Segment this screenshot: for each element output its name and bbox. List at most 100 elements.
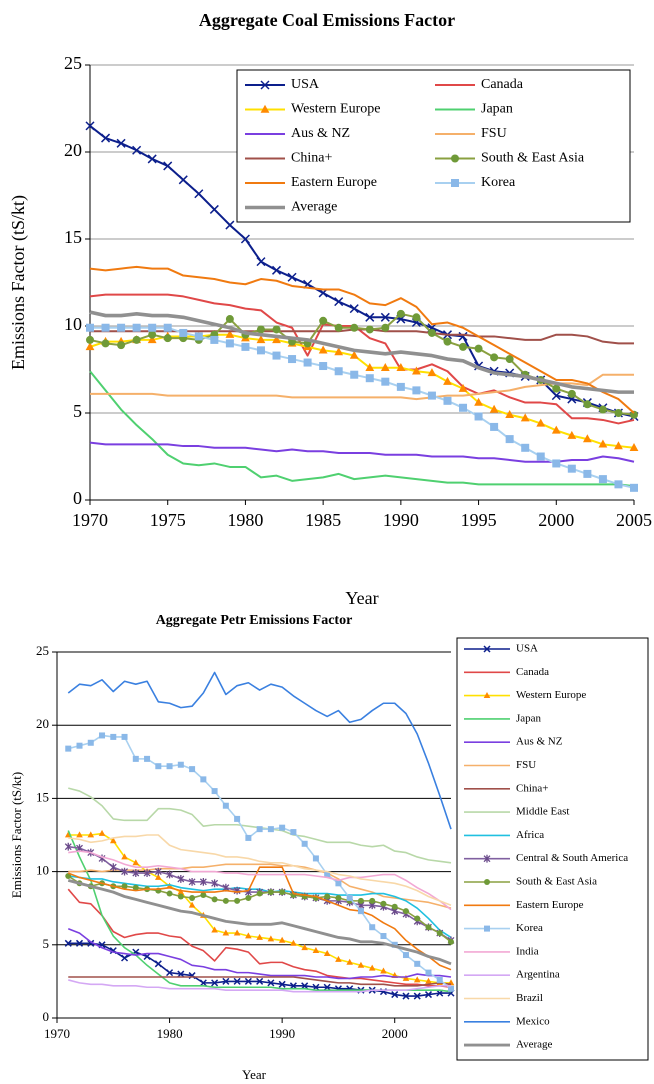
marker xyxy=(155,873,162,880)
marker xyxy=(582,434,592,443)
marker xyxy=(194,189,204,199)
marker xyxy=(132,335,141,344)
marker xyxy=(521,443,530,452)
marker xyxy=(132,884,139,891)
marker xyxy=(121,883,128,890)
marker xyxy=(272,351,281,360)
x-tick-label: 1995 xyxy=(461,510,497,530)
legend-label: Japan xyxy=(516,712,542,724)
y-axis-label: Emissions Factor (tS/kt) xyxy=(9,772,24,898)
marker xyxy=(117,341,126,350)
marker xyxy=(402,974,410,981)
marker xyxy=(163,161,173,171)
legend-marker xyxy=(483,645,491,653)
marker xyxy=(177,893,184,900)
marker xyxy=(334,367,343,376)
legend-marker xyxy=(483,854,491,863)
marker xyxy=(222,929,230,936)
marker xyxy=(121,867,129,876)
marker xyxy=(147,335,157,344)
marker xyxy=(490,422,499,431)
marker xyxy=(234,897,241,904)
marker xyxy=(256,933,263,940)
marker xyxy=(87,739,94,746)
marker xyxy=(194,332,203,341)
marker xyxy=(318,345,328,354)
marker xyxy=(335,880,342,887)
marker xyxy=(505,355,514,364)
x-tick-label: 1990 xyxy=(269,1026,295,1041)
marker xyxy=(380,967,387,974)
marker xyxy=(245,834,252,841)
marker xyxy=(346,958,353,965)
marker xyxy=(189,894,196,901)
marker xyxy=(121,954,129,962)
marker xyxy=(166,969,174,977)
marker xyxy=(178,175,188,185)
marker xyxy=(64,842,72,851)
marker xyxy=(474,412,483,421)
marker xyxy=(583,400,592,409)
x-tick-label: 1980 xyxy=(227,510,263,530)
marker xyxy=(448,938,454,945)
marker xyxy=(303,358,312,367)
marker xyxy=(85,342,95,351)
legend-label: FSU xyxy=(481,126,507,141)
marker xyxy=(200,892,207,899)
marker xyxy=(357,897,364,904)
marker xyxy=(287,272,297,282)
marker xyxy=(132,323,141,332)
marker xyxy=(244,977,252,985)
marker xyxy=(448,985,454,992)
legend-marker xyxy=(483,692,491,698)
marker xyxy=(396,362,406,371)
legend-label: India xyxy=(516,945,539,957)
chart: Aggregate Coal Emissions Factor 0 5 10 15 20 2… xyxy=(8,10,652,608)
marker xyxy=(86,323,94,332)
marker xyxy=(267,935,275,942)
marker xyxy=(121,853,128,860)
x-axis-label: Year xyxy=(345,588,378,608)
marker xyxy=(199,979,207,987)
series-line xyxy=(89,441,635,463)
marker xyxy=(357,908,364,915)
marker xyxy=(188,901,196,908)
legend-label: Middle East xyxy=(516,806,569,818)
chart: Aggregate Petr Emissions Factor 0 5 10 15 20 2… xyxy=(9,613,649,1082)
marker xyxy=(256,335,266,344)
marker xyxy=(412,386,421,395)
marker xyxy=(402,908,409,915)
marker xyxy=(101,133,111,143)
series-line xyxy=(68,979,451,993)
marker xyxy=(76,742,83,749)
legend-marker xyxy=(260,80,270,90)
legend-label: Canada xyxy=(481,77,524,92)
marker xyxy=(200,776,207,783)
marker xyxy=(132,859,140,866)
marker xyxy=(312,947,320,954)
marker xyxy=(598,439,608,448)
marker xyxy=(85,121,95,131)
legend-marker xyxy=(451,179,459,187)
legend-label: FSU xyxy=(516,759,536,771)
marker xyxy=(567,430,577,439)
marker xyxy=(567,389,576,398)
marker xyxy=(490,353,499,362)
y-tick-label: 5 xyxy=(73,401,82,421)
marker xyxy=(177,970,185,978)
marker xyxy=(143,869,151,877)
series-line xyxy=(89,293,635,425)
x-tick-label: 1985 xyxy=(305,510,341,530)
series-line xyxy=(68,834,452,907)
marker xyxy=(614,441,623,450)
marker xyxy=(324,871,331,878)
series-line xyxy=(67,888,452,989)
marker xyxy=(630,483,638,492)
legend-label: South & East Asia xyxy=(516,876,597,888)
marker xyxy=(225,220,235,230)
marker xyxy=(222,897,229,904)
marker xyxy=(225,315,234,324)
marker xyxy=(312,855,319,862)
legend-label: Central & South America xyxy=(516,852,628,864)
